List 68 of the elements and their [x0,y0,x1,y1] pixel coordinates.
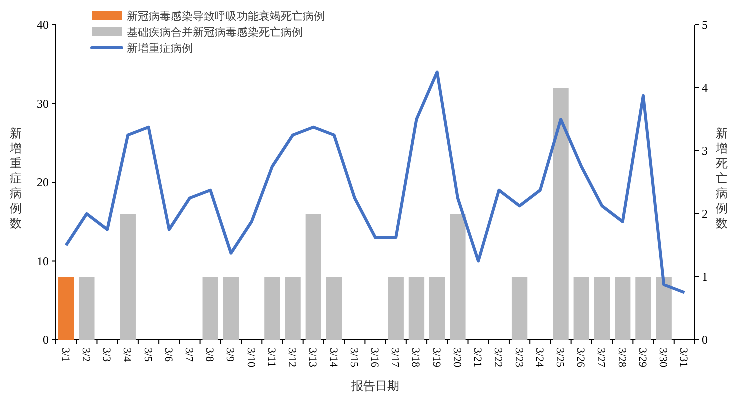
legend-label: 基础疾病合并新冠病毒感染死亡病例 [127,26,303,39]
bar [264,277,280,340]
x-tick-label: 3/18 [410,348,422,368]
y-axis-title: 新增重症病例数 [9,126,22,230]
x-tick-label: 3/5 [142,348,154,363]
y-tick-label: 10 [37,254,49,268]
x-tick-label: 3/19 [430,348,442,368]
y2-tick-label: 5 [702,18,708,32]
x-tick-label: 3/31 [678,348,690,368]
x-tick-label: 3/10 [244,348,257,368]
x-tick-label: 3/2 [80,348,92,362]
x-tick-label: 3/27 [595,348,608,368]
bar [223,277,240,340]
bar [615,277,631,340]
legend-label: 新冠病毒感染导致呼吸功能衰竭死亡病例 [127,10,325,23]
y-tick-label: 30 [37,96,49,111]
x-tick-label: 3/9 [224,348,236,363]
y-tick-label: 0 [43,333,49,347]
bar [388,277,404,340]
bar [574,277,590,340]
x-tick-label: 3/26 [574,348,587,368]
y2-tick-label: 1 [702,270,708,284]
bar [656,277,672,340]
x-tick-label: 3/8 [204,348,216,363]
x-tick-label: 3/16 [368,348,380,368]
y2-axis-title: 新增死亡病例数 [715,126,728,230]
x-axis-title: 报告日期 [350,379,400,393]
bar [306,214,322,340]
y2-tick-label: 4 [702,81,708,95]
legend-label: 新增重症病例 [127,42,193,55]
x-tick-label: 3/3 [100,348,113,363]
y2-tick-label: 0 [702,333,708,347]
bar [636,277,652,340]
y2-tick-label: 3 [702,144,708,158]
bar [553,88,569,340]
x-tick-label: 3/20 [450,348,463,368]
bar [450,214,466,340]
y2-tick-label: 2 [702,207,708,221]
x-tick-label: 3/7 [182,348,195,363]
bar [202,277,218,340]
bar [408,277,425,340]
x-tick-label: 3/29 [636,348,648,368]
x-tick-label: 3/23 [512,348,525,368]
x-tick-label: 3/24 [533,348,546,368]
bar [430,277,446,340]
y-tick-label: 20 [37,176,49,190]
bar [326,277,342,340]
bar [285,277,301,340]
bar [594,277,610,340]
x-tick-label: 3/17 [389,348,402,368]
bar [79,277,95,340]
bar [120,214,136,340]
x-tick-label: 3/15 [348,348,360,368]
x-tick-label: 3/14 [327,348,340,368]
x-tick-label: 3/21 [472,348,484,368]
x-tick-label: 3/1 [59,348,72,362]
x-tick-label: 3/28 [616,348,628,368]
x-tick-label: 3/22 [492,348,504,368]
x-tick-label: 3/25 [554,348,566,368]
line-series [64,70,686,294]
x-tick-label: 3/11 [265,348,278,368]
x-tick-label: 3/4 [121,348,134,363]
x-tick-label: 3/12 [286,348,298,368]
x-tick-label: 3/6 [162,348,174,363]
x-tick-label: 3/30 [657,348,670,368]
y-tick-label: 40 [37,18,49,32]
bar [512,277,528,340]
x-tick-label: 3/13 [306,348,319,368]
